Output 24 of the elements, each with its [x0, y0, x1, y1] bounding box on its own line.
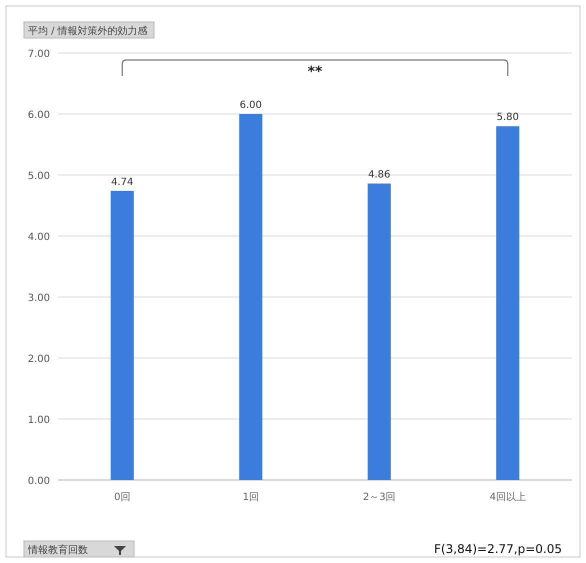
y-tick-label: 6.00: [28, 110, 50, 121]
y-tick-label: 3.00: [28, 293, 50, 304]
x-tick-label: 4回以上: [490, 491, 526, 503]
y-tick-label: 1.00: [28, 415, 50, 426]
data-label: 6.00: [240, 100, 262, 111]
bar: [496, 126, 520, 480]
x-tick-label: 0回: [114, 492, 130, 503]
x-axis-title: 情報教育回数: [27, 544, 88, 556]
data-label: 4.86: [368, 170, 390, 181]
annotation: **: [308, 64, 323, 80]
y-tick-label: 5.00: [28, 171, 50, 182]
data-label: 5.80: [496, 112, 519, 124]
x-tick-label: 1回: [242, 492, 259, 503]
data-label: 4.74: [111, 176, 134, 188]
y-tick-label: 2.00: [28, 354, 50, 365]
y-tick-label: 4.00: [28, 232, 50, 243]
text: F(3,84)=2.77,p=0.05: [434, 542, 562, 556]
bar: [239, 114, 262, 480]
y-tick-label: 7.00: [28, 49, 50, 60]
x-tick-label: 2～3回: [362, 492, 396, 503]
y-axis-title: 平均 / 情報対策外的効力感: [28, 25, 148, 37]
y-tick-label: 0.00: [28, 476, 50, 487]
bar: [368, 184, 391, 480]
bar: [110, 190, 134, 480]
